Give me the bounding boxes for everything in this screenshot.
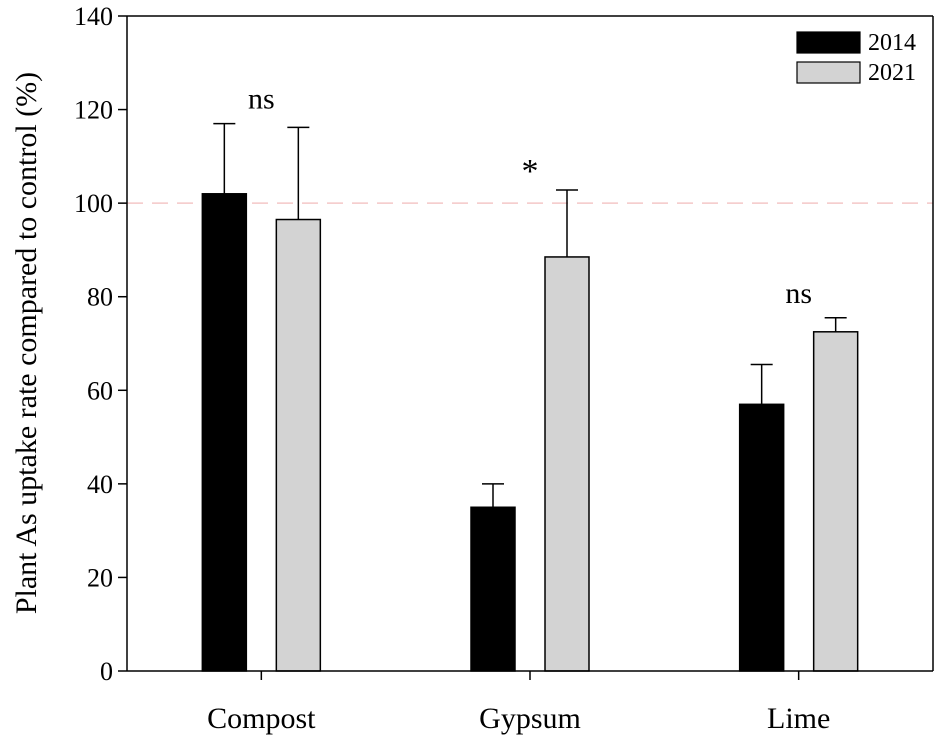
significance-label: ns bbox=[785, 277, 812, 310]
y-tick-label: 40 bbox=[87, 470, 113, 499]
y-tick-label: 140 bbox=[74, 2, 113, 31]
x-tick-label: Compost bbox=[207, 702, 316, 735]
legend-swatch-2014 bbox=[796, 31, 861, 54]
significance-label: * bbox=[522, 153, 539, 190]
y-tick-label: 100 bbox=[74, 189, 113, 218]
legend-label: 2021 bbox=[868, 60, 916, 86]
bar-2021-gypsum bbox=[544, 256, 590, 672]
y-tick-label: 0 bbox=[100, 657, 113, 686]
y-tick-label: 60 bbox=[87, 376, 113, 405]
y-axis-label: Plant As uptake rate compared to control… bbox=[10, 72, 43, 614]
legend-swatch-2021 bbox=[796, 61, 861, 84]
bar-2014-compost bbox=[201, 193, 248, 672]
x-tick-label: Gypsum bbox=[479, 702, 581, 735]
y-tick-label: 80 bbox=[87, 283, 113, 312]
bar-2014-gypsum bbox=[470, 506, 516, 672]
y-tick-label: 120 bbox=[74, 96, 113, 125]
bar-2021-compost bbox=[275, 218, 322, 672]
legend: 2014 2021 bbox=[796, 30, 916, 86]
y-tick-label: 20 bbox=[87, 563, 113, 592]
bar-2014-lime bbox=[738, 403, 785, 672]
x-tick-label: Lime bbox=[767, 702, 830, 735]
legend-label: 2014 bbox=[868, 30, 916, 56]
significance-label: ns bbox=[248, 83, 275, 116]
bar-2021-lime bbox=[812, 331, 859, 672]
